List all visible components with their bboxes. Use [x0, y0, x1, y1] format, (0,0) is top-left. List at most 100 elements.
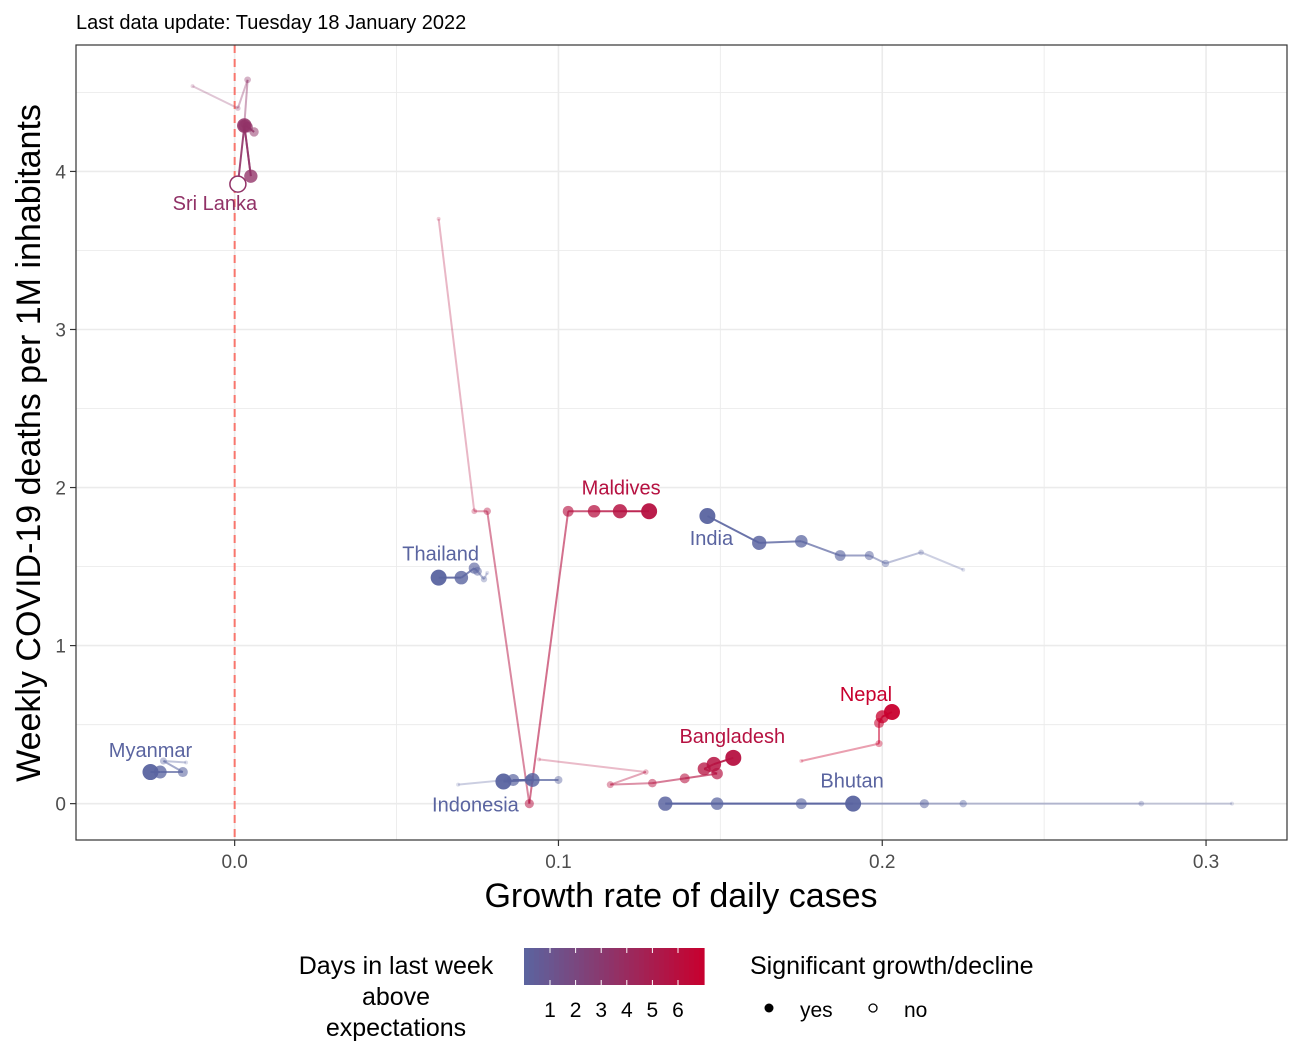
color-bar-segment: [599, 948, 605, 985]
x-axis-title: Growth rate of daily cases: [484, 877, 877, 915]
data-point: [177, 767, 188, 778]
data-point: [480, 576, 488, 583]
data-point: [184, 760, 189, 765]
data-point: [883, 703, 900, 720]
data-point: [244, 76, 251, 84]
country-label: Maldives: [582, 477, 661, 499]
data-point: [795, 798, 807, 810]
color-bar-tick-label: 4: [621, 999, 633, 1022]
x-tick-label: 0.0: [221, 852, 247, 873]
data-point: [235, 105, 241, 111]
data-point: [725, 749, 742, 766]
color-bar-tick-label: 1: [544, 999, 556, 1022]
series-india: [699, 507, 966, 572]
country-label: Bhutan: [820, 771, 883, 793]
trajectory-segment: [163, 759, 187, 764]
data-point: [679, 773, 690, 784]
data-point: [706, 756, 722, 772]
data-point: [961, 567, 966, 572]
y-axis-ticks: 0 1 2 3 4: [55, 162, 76, 816]
data-point: [918, 549, 924, 556]
series-maldives: [436, 216, 658, 809]
color-bar-segment: [539, 948, 545, 985]
shape-legend-no-label: no: [904, 999, 927, 1022]
data-point: [456, 782, 461, 787]
color-bar-segment: [549, 948, 555, 985]
color-bar-segment: [619, 948, 625, 985]
data-point: [699, 507, 716, 524]
trajectory-segment: [483, 572, 489, 580]
color-bar-segment: [559, 948, 565, 985]
data-point: [562, 505, 574, 517]
data-point: [658, 796, 673, 811]
series-bhutan: [658, 795, 1234, 812]
y-tick-label: 3: [55, 320, 66, 341]
color-bar-tick-label: 6: [672, 999, 684, 1022]
color-bar-segment: [649, 948, 655, 985]
series-bangladesh: [537, 749, 742, 789]
color-bar-segment: [674, 948, 680, 985]
color-bar-tick-label: 2: [570, 999, 582, 1022]
y-tick-label: 0: [55, 795, 66, 816]
color-bar-segment: [589, 948, 595, 985]
data-point: [834, 550, 846, 561]
data-point: [875, 740, 883, 748]
country-label: Bangladesh: [679, 726, 785, 748]
data-point: [237, 118, 252, 133]
data-point: [1138, 800, 1145, 807]
trajectory-segment: [243, 79, 249, 125]
trajectory-segment: [609, 771, 647, 786]
shape-legend-yes-label: yes: [800, 999, 833, 1022]
country-label: Myanmar: [109, 740, 193, 762]
color-bar-segment: [579, 948, 585, 985]
color-bar-segment: [594, 948, 600, 985]
trajectory-segment: [243, 125, 252, 177]
data-point: [919, 799, 929, 809]
x-axis-ticks: 0.0 0.1 0.2 0.3: [221, 840, 1219, 873]
data-point: [525, 772, 540, 787]
color-bar-segment: [604, 948, 610, 985]
data-point: [483, 507, 491, 515]
trajectory-segment: [706, 515, 760, 544]
color-bar-tick-label: 5: [647, 999, 659, 1022]
color-legend-title-line-1: Days in last week: [299, 952, 494, 980]
color-bar-segment: [554, 948, 560, 985]
trajectory-segment: [192, 85, 239, 110]
data-point: [606, 781, 614, 789]
data-point: [454, 570, 469, 585]
trajectory-segment: [437, 218, 476, 512]
y-tick-label: 1: [55, 637, 66, 658]
trajectory-segment: [236, 79, 249, 109]
shape-legend-title: Significant growth/decline: [750, 952, 1034, 980]
series-myanmar: [142, 757, 189, 781]
color-bar-segment: [644, 948, 650, 985]
color-bar-segment: [529, 948, 535, 985]
data-point: [468, 562, 480, 574]
color-bar-segment: [624, 948, 630, 985]
country-label: India: [690, 528, 734, 550]
color-legend-title-line-3: expectations: [326, 1014, 466, 1042]
x-tick-label: 0.3: [1193, 852, 1219, 873]
data-point: [229, 175, 247, 193]
data-point: [641, 503, 658, 520]
data-point: [495, 773, 512, 790]
shape-legend: Significant growth/decline yes no: [750, 952, 1034, 1022]
color-bar-segment: [544, 948, 550, 985]
data-point: [436, 216, 441, 221]
data-point: [612, 504, 628, 519]
shape-legend-yes-symbol: [764, 1003, 774, 1013]
color-bar-segment: [669, 948, 675, 985]
data-point: [710, 797, 724, 810]
data-point: [643, 769, 649, 775]
color-bar-segment: [629, 948, 635, 985]
color-bar-segment: [569, 948, 575, 985]
trajectory-segment: [801, 742, 880, 762]
color-bar-segment: [564, 948, 570, 985]
trajectory-segment: [652, 777, 685, 785]
data-point: [159, 757, 167, 765]
plot-panel: [76, 45, 1287, 840]
color-bar-segment: [694, 948, 700, 985]
color-bar-segment: [614, 948, 620, 985]
